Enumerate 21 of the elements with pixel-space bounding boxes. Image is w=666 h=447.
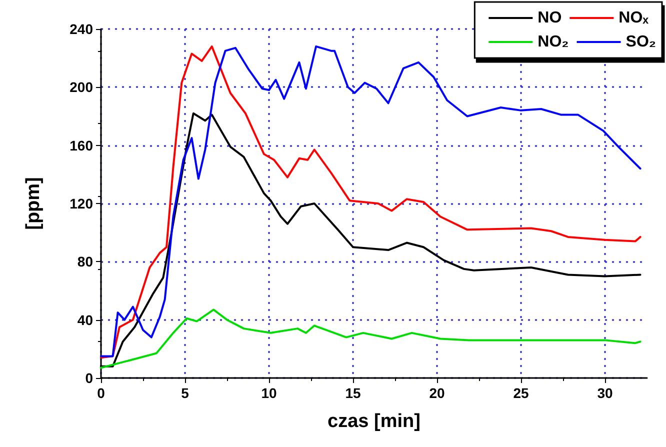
x-axis-title: czas [min] [328,411,420,432]
y-tick-label: 240 [70,21,94,37]
y-tick-label: 0 [85,370,94,386]
x-tick-label: 5 [181,385,190,401]
x-tick-label: 10 [261,385,277,401]
legend-label: NO₂ [538,34,569,50]
y-tick-label: 120 [70,196,94,212]
y-tick-label: 200 [70,79,94,96]
x-tick-label: 15 [345,385,361,401]
y-tick-label: 160 [70,137,94,154]
legend-label: SO₂ [626,34,656,50]
y-tick-label: 40 [77,312,94,328]
x-tick-label: 20 [429,385,445,401]
x-tick-label: 0 [97,385,106,401]
y-axis-title: [ppm] [23,177,44,230]
y-tick-label: 80 [77,254,94,270]
legend-label: NOₓ [618,10,649,26]
legend-label: NO [538,10,562,26]
x-tick-label: 25 [513,385,529,401]
line-series [100,308,642,369]
x-tick-label: 30 [597,385,613,401]
